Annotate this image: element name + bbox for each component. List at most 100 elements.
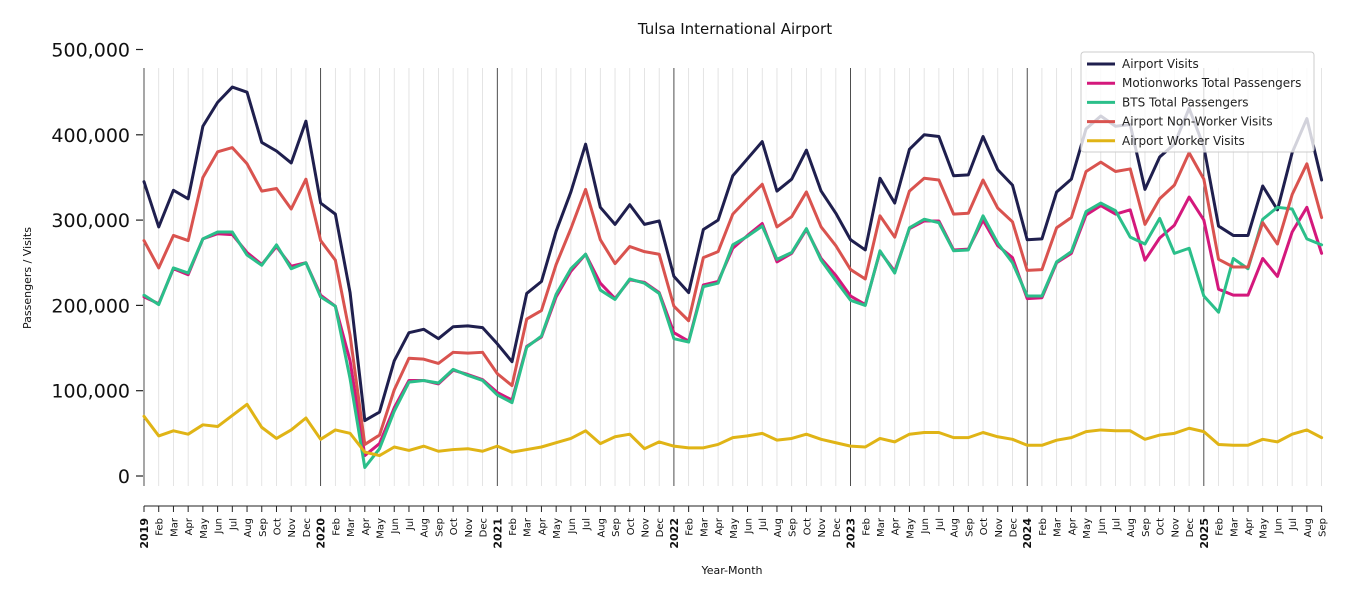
legend-entry: BTS Total Passengers <box>1122 95 1249 109</box>
x-tick-label: Nov <box>464 518 475 538</box>
x-tick-label: Nov <box>817 518 828 538</box>
series-line <box>142 201 1324 469</box>
x-tick-label: May <box>905 518 916 539</box>
x-tick-label: Jul <box>1112 518 1123 531</box>
x-tick-label: Jul <box>758 518 769 531</box>
x-axis-ticks: 2019 Feb Mar Apr May Jun Jul Aug Sep Oct Nov Dec 202… <box>138 506 1329 549</box>
x-tick-label: 2021 <box>491 518 504 549</box>
x-tick-label: Jun <box>1097 518 1108 535</box>
x-tick-label: May <box>199 518 210 539</box>
y-tick-label: 400,000 <box>51 125 130 147</box>
x-tick-label: Oct <box>802 518 813 535</box>
x-tick-label: Aug <box>1126 518 1137 538</box>
x-tick-label: Jun <box>567 518 578 535</box>
x-tick-label: Feb <box>861 518 872 536</box>
x-tick-label: Apr <box>184 517 195 535</box>
x-tick-label: Oct <box>979 518 990 535</box>
x-tick-label: Nov <box>640 518 651 538</box>
x-tick-label: Mar <box>876 517 887 537</box>
x-tick-label: Aug <box>420 518 431 538</box>
x-tick-label: Jul <box>582 518 593 531</box>
legend-box <box>1080 51 1315 153</box>
x-tick-label: Mar <box>699 517 710 537</box>
x-tick-label: Oct <box>272 518 283 535</box>
x-tick-label: Apr <box>1244 517 1255 535</box>
x-tick-label: Dec <box>302 518 313 537</box>
x-axis-label: Year-Month <box>700 564 762 577</box>
x-tick-label: Nov <box>1170 518 1181 538</box>
x-tick-label: Jul <box>1288 518 1299 531</box>
x-tick-label: 2020 <box>315 518 328 549</box>
x-tick-label: Aug <box>950 518 961 538</box>
year-separators <box>143 68 1205 486</box>
x-tick-label: 2025 <box>1198 518 1211 549</box>
x-tick-label: Sep <box>258 518 269 537</box>
series-line <box>142 402 1324 458</box>
x-tick-label: Jul <box>935 518 946 531</box>
x-tick-label: May <box>1082 518 1093 539</box>
x-tick-label: Sep <box>434 518 445 537</box>
x-tick-label: Oct <box>1156 518 1167 535</box>
y-axis-ticks: 0 100,000 200,000 300,000 400,000 500,000 <box>51 40 143 488</box>
y-tick-label: 500,000 <box>51 40 130 62</box>
x-tick-label: Jun <box>214 518 225 535</box>
x-tick-label: Apr <box>537 517 548 535</box>
x-tick-label: Apr <box>714 517 725 535</box>
x-tick-label: Jun <box>920 518 931 535</box>
x-tick-label: Nov <box>287 518 298 538</box>
x-tick-label: Mar <box>1229 517 1240 537</box>
x-tick-label: Nov <box>994 518 1005 538</box>
x-tick-label: Sep <box>788 518 799 537</box>
x-tick-label: Aug <box>1303 518 1314 538</box>
legend-entry: Airport Non-Worker Visits <box>1122 115 1273 129</box>
x-tick-label: 2019 <box>138 518 151 549</box>
x-tick-label: Feb <box>508 518 519 536</box>
x-tick-label: Jun <box>744 518 755 535</box>
y-tick-label: 200,000 <box>51 295 130 317</box>
x-tick-label: Mar <box>169 517 180 537</box>
x-tick-label: May <box>729 518 740 539</box>
x-tick-label: Oct <box>449 518 460 535</box>
legend-entry: Airport Worker Visits <box>1122 134 1245 148</box>
x-tick-label: Mar <box>523 517 534 537</box>
x-tick-label: Feb <box>1038 518 1049 536</box>
x-tick-label: Sep <box>1318 518 1329 537</box>
chart-title: Tulsa International Airport <box>637 20 832 38</box>
y-tick-label: 0 <box>118 466 130 488</box>
x-tick-label: Apr <box>361 517 372 535</box>
x-tick-label: Dec <box>832 518 843 537</box>
y-tick-label: 100,000 <box>51 381 130 403</box>
x-tick-label: Feb <box>331 518 342 536</box>
x-tick-label: Oct <box>626 518 637 535</box>
legend-entry: Airport Visits <box>1122 57 1199 71</box>
x-tick-label: Mar <box>1053 517 1064 537</box>
legend-entry: Motionworks Total Passengers <box>1122 76 1301 90</box>
x-tick-label: Jun <box>390 518 401 535</box>
x-tick-label: May <box>376 518 387 539</box>
x-tick-label: 2024 <box>1021 518 1034 549</box>
x-tick-label: May <box>552 518 563 539</box>
x-tick-label: Jun <box>1273 518 1284 535</box>
x-tick-label: Feb <box>1215 518 1226 536</box>
x-tick-label: Aug <box>596 518 607 538</box>
y-tick-label: 300,000 <box>51 210 130 232</box>
series-line <box>142 146 1324 446</box>
x-tick-label: Dec <box>479 518 490 537</box>
x-tick-label: Sep <box>1141 518 1152 537</box>
x-tick-label: Sep <box>964 518 975 537</box>
x-tick-label: Feb <box>685 518 696 536</box>
x-tick-label: 2022 <box>668 518 681 549</box>
x-tick-label: Apr <box>1067 517 1078 535</box>
x-tick-label: Jul <box>228 518 239 531</box>
x-tick-label: Feb <box>155 518 166 536</box>
x-tick-label: Dec <box>655 518 666 537</box>
x-tick-label: 2023 <box>845 518 858 549</box>
x-tick-label: Jul <box>405 518 416 531</box>
x-tick-label: Dec <box>1185 518 1196 537</box>
x-tick-label: Aug <box>243 518 254 538</box>
x-tick-label: Sep <box>611 518 622 537</box>
x-tick-label: May <box>1259 518 1270 539</box>
x-tick-label: Aug <box>773 518 784 538</box>
legend: Airport Visits Motionworks Total Passenge… <box>1080 51 1315 153</box>
